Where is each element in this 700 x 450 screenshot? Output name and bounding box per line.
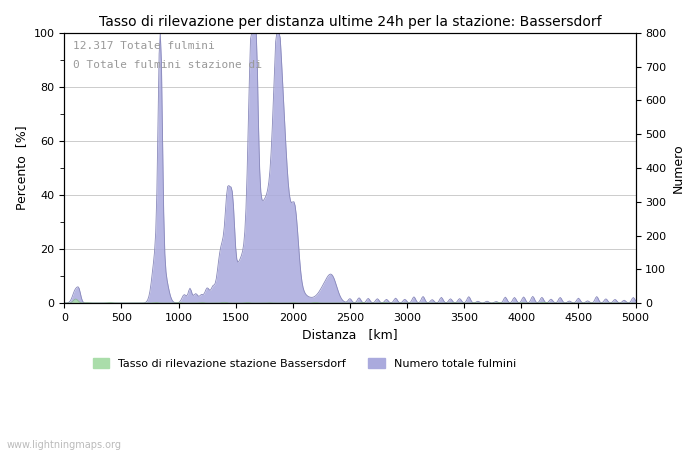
Text: 12.317 Totale fulmini: 12.317 Totale fulmini: [73, 41, 215, 51]
Text: 0 Totale fulmini stazione di: 0 Totale fulmini stazione di: [73, 60, 262, 70]
Y-axis label: Percento  [%]: Percento [%]: [15, 126, 28, 210]
Text: www.lightningmaps.org: www.lightningmaps.org: [7, 440, 122, 450]
Title: Tasso di rilevazione per distanza ultime 24h per la stazione: Bassersdorf: Tasso di rilevazione per distanza ultime…: [99, 15, 601, 29]
Y-axis label: Numero: Numero: [672, 143, 685, 193]
Legend: Tasso di rilevazione stazione Bassersdorf, Numero totale fulmini: Tasso di rilevazione stazione Bassersdor…: [88, 353, 520, 373]
X-axis label: Distanza   [km]: Distanza [km]: [302, 328, 398, 341]
